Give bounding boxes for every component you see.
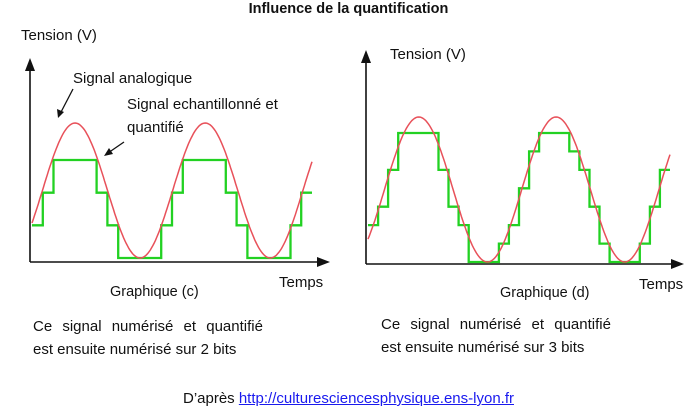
graph-c-axes xyxy=(25,58,330,267)
graph-c-annotation-arrows xyxy=(57,88,125,156)
graph-c-description-line2: est ensuite numérisé sur 2 bits xyxy=(33,341,237,358)
source-link[interactable]: http://culturesciencesphysique.ens-lyon.… xyxy=(238,390,514,407)
graph-d-caption: Graphique (d) xyxy=(500,285,590,301)
graph-c-description-line1: Ce signal numérisé et quantifié xyxy=(33,318,263,335)
graph-d-quantized-signal xyxy=(368,131,670,264)
graph-d-xlabel: Temps xyxy=(639,276,684,293)
analog-pointer-arrow xyxy=(59,88,74,115)
graph-d-y-arrow xyxy=(361,50,371,63)
graph-c-annotation-quantized-line1: Signal echantillonné et xyxy=(127,96,278,113)
graph-c-ylabel: Tension (V) xyxy=(21,27,97,44)
graph-d-axes xyxy=(361,50,684,269)
graph-c-y-arrow xyxy=(25,58,35,71)
graph-c-annotation-analog: Signal analogique xyxy=(73,70,193,87)
footer-prefix: D’après xyxy=(182,390,239,407)
quantized-pointer-arrow xyxy=(107,141,125,154)
graph-c-x-arrow xyxy=(317,257,330,267)
footer-source: D’après http://culturesciencesphysique.e… xyxy=(0,390,697,407)
graph-c-caption: Graphique (c) xyxy=(110,284,199,300)
graph-c-annotation-quantized-line2: quantifié xyxy=(127,119,184,136)
graph-d-description-line2: est ensuite numérisé sur 3 bits xyxy=(381,339,585,356)
graph-d-x-arrow xyxy=(671,259,684,269)
graph-d-ylabel: Tension (V) xyxy=(390,46,466,63)
graph-c-analog-signal xyxy=(31,122,313,259)
graph-c-quantized-signal xyxy=(32,158,312,260)
graph-c-xlabel: Temps xyxy=(279,274,324,291)
graph-d-analog-signal xyxy=(367,116,671,263)
figure-title: Influence de la quantification xyxy=(248,1,449,17)
graph-d-description-line1: Ce signal numérisé et quantifié xyxy=(381,316,611,333)
